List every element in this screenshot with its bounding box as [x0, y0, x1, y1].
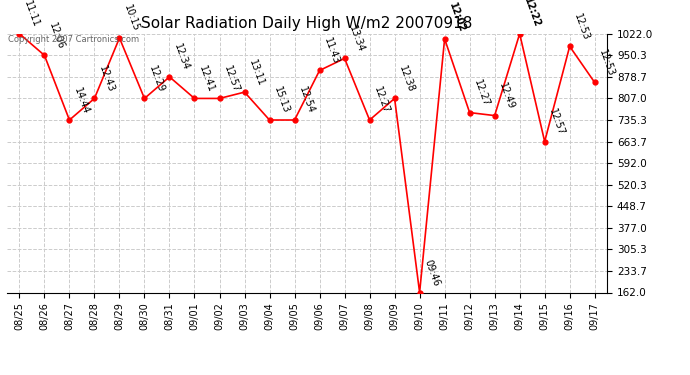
Text: 12:49: 12:49 — [497, 81, 516, 111]
Text: 12:02: 12:02 — [447, 2, 467, 34]
Text: 12:06: 12:06 — [47, 21, 66, 51]
Text: 12:29: 12:29 — [147, 64, 166, 94]
Text: 11:11: 11:11 — [22, 0, 41, 29]
Text: 12:57: 12:57 — [222, 64, 241, 94]
Text: 12:27: 12:27 — [472, 78, 491, 108]
Text: 12:53: 12:53 — [572, 12, 591, 42]
Text: 12:22: 12:22 — [522, 0, 542, 29]
Text: 13:34: 13:34 — [347, 24, 366, 54]
Text: 09:46: 09:46 — [422, 258, 441, 288]
Text: 13:11: 13:11 — [247, 58, 266, 87]
Text: 12:34: 12:34 — [172, 43, 191, 72]
Text: 11:43: 11:43 — [322, 36, 341, 66]
Text: 14:44: 14:44 — [72, 86, 91, 116]
Text: 12:38: 12:38 — [397, 64, 416, 94]
Text: 12:54: 12:54 — [297, 86, 316, 116]
Text: 10:15: 10:15 — [122, 4, 141, 33]
Text: 12:41: 12:41 — [197, 64, 216, 94]
Text: 15:13: 15:13 — [272, 86, 291, 116]
Text: 12:57: 12:57 — [547, 107, 566, 137]
Text: 12:43: 12:43 — [97, 64, 116, 94]
Text: Copyright 2007 Cartronics.com: Copyright 2007 Cartronics.com — [8, 35, 139, 44]
Text: 12:27: 12:27 — [372, 86, 391, 116]
Text: 12:53: 12:53 — [598, 48, 616, 78]
Title: Solar Radiation Daily High W/m2 20070918: Solar Radiation Daily High W/m2 20070918 — [141, 16, 473, 31]
